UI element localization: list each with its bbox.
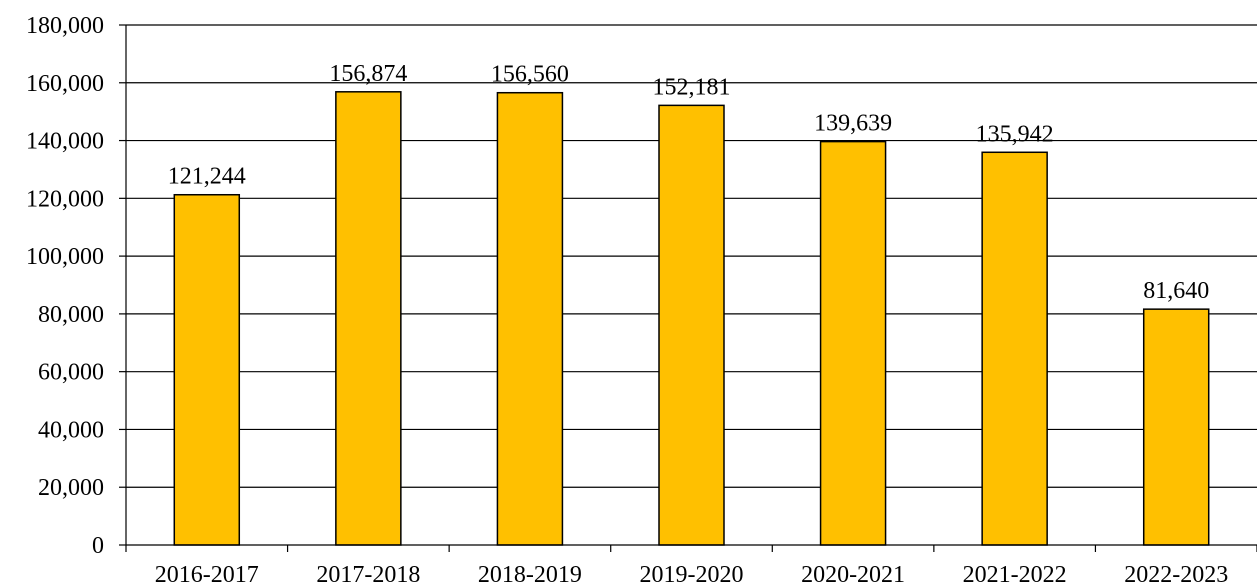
data-label: 156,560 — [491, 62, 569, 88]
bar-2020-2021 — [819, 140, 887, 546]
y-tick-label: 0 — [92, 533, 104, 559]
y-tick-label: 160,000 — [26, 71, 104, 97]
y-tick-label: 40,000 — [38, 417, 104, 443]
bar-2021-2022 — [981, 151, 1048, 546]
bar-2016-2017 — [173, 193, 241, 546]
y-tick-label: 80,000 — [38, 302, 104, 328]
data-label: 121,244 — [168, 164, 246, 190]
y-tick-label: 180,000 — [26, 13, 104, 39]
y-tick-label: 100,000 — [26, 244, 104, 270]
data-label: 81,640 — [1143, 278, 1209, 304]
y-tick-label: 120,000 — [26, 186, 104, 212]
x-category-label: 2018-2019 — [478, 562, 582, 588]
bar-2022-2023 — [1142, 308, 1210, 546]
data-label: 139,639 — [814, 111, 892, 137]
x-category-label: 2020-2021 — [801, 562, 905, 588]
y-tick-label: 140,000 — [26, 129, 104, 155]
x-category-label: 2021-2022 — [963, 562, 1067, 588]
bar-2018-2019 — [496, 91, 564, 546]
y-tick-label: 60,000 — [38, 360, 104, 386]
data-label: 156,874 — [329, 61, 407, 87]
axes — [119, 24, 1257, 552]
bar-2017-2018 — [335, 91, 402, 546]
data-label: 135,942 — [976, 121, 1054, 147]
data-label: 152,181 — [653, 74, 731, 100]
bar-2019-2020 — [658, 104, 725, 546]
y-tick-label: 20,000 — [38, 475, 104, 501]
x-category-label: 2022-2023 — [1124, 562, 1228, 588]
labels: 0 20,000 40,000 60,000 80,000 100,000 120,000 1… — [26, 13, 1228, 588]
x-category-label: 2016-2017 — [155, 562, 259, 588]
bars — [173, 91, 1210, 546]
x-category-label: 2017-2018 — [316, 562, 420, 588]
x-category-label: 2019-2020 — [640, 562, 744, 588]
